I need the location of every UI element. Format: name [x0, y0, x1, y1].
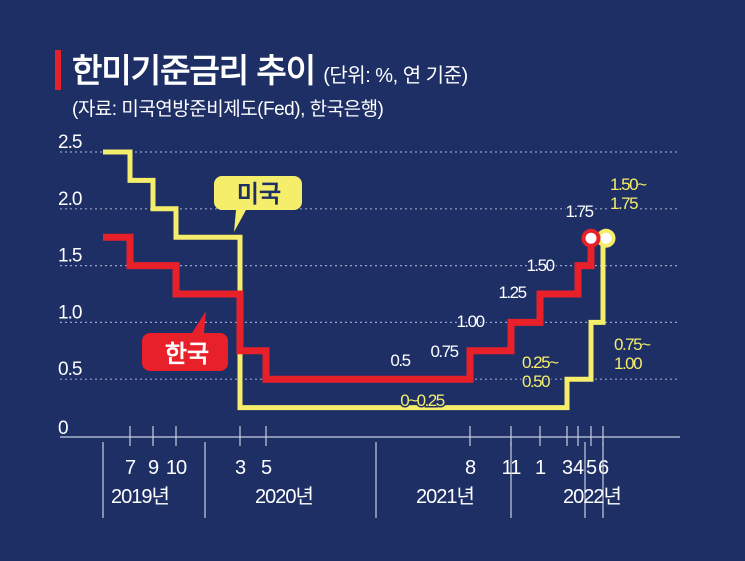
- y-tick-label: 2.0: [58, 189, 82, 210]
- chart-title: 한미기준금리 추이 (단위: %, 연 기준): [72, 44, 468, 92]
- x-tick-label: 4: [573, 457, 584, 479]
- usa-value-label: 0.25~0.50: [521, 352, 563, 393]
- legend-usa-callout: 미국: [214, 176, 302, 232]
- x-tick-label: 11: [502, 457, 522, 479]
- korea-end-marker: [581, 228, 601, 248]
- korea-value-label: 1.50: [526, 256, 554, 275]
- legend-korea-box: [142, 311, 228, 371]
- usa-end-marker: [596, 228, 616, 248]
- chart-unit: (단위: %, 연 기준): [323, 65, 468, 87]
- korea-value-label: 1.25: [498, 283, 526, 302]
- x-tick-label: 3: [562, 457, 573, 479]
- usa-value-label-line: 1.50~: [610, 175, 647, 194]
- x-tick-label: 7: [125, 457, 136, 479]
- y-tick-label: 2.5: [58, 132, 82, 153]
- x-tick-label: 5: [586, 457, 597, 479]
- year-label: 2021년: [416, 485, 474, 508]
- korea-value-label: 1.00: [456, 312, 484, 331]
- y-tick-label: 0.5: [58, 359, 82, 380]
- x-tick-label: 1: [535, 457, 546, 479]
- year-label: 2019년: [111, 485, 169, 508]
- y-tick-label: 1.5: [58, 246, 82, 267]
- usa-value-label-line: 1.00: [614, 354, 642, 373]
- x-tick-label: 8: [465, 457, 476, 479]
- x-tick-label: 10: [166, 457, 187, 479]
- year-label: 2020년: [255, 485, 313, 508]
- legend-usa-label: 미국: [237, 181, 281, 208]
- usa-value-label-line: 0.25~: [522, 353, 559, 372]
- x-tick-label: 5: [261, 457, 272, 479]
- chart-title-text: 한미기준금리 추이: [72, 52, 316, 89]
- x-tick-label: 3: [235, 457, 246, 479]
- y-tick-label: 1.0: [58, 302, 82, 323]
- usa-value-label: 0.75~1.00: [613, 334, 655, 375]
- korea-value-label: 0.75: [430, 342, 458, 361]
- chart-source: (자료: 미국연방준비제도(Fed), 한국은행): [72, 99, 384, 120]
- year-label: 2022년: [563, 485, 621, 508]
- series-line-usa: [103, 149, 606, 411]
- usa-value-label: 1.50~1.75: [609, 174, 651, 215]
- usa-value-label: 0~0.25: [399, 390, 448, 412]
- series-line-korea: [103, 233, 595, 383]
- korea-value-label: 1.75: [565, 202, 593, 221]
- usa-value-label-line: 0.75~: [614, 335, 651, 354]
- usa-value-label-line: 0.50: [522, 372, 550, 391]
- usa-value-label-line: 1.75: [610, 194, 638, 213]
- x-tick-label: 6: [598, 457, 609, 479]
- usa-value-label-line: 0~0.25: [400, 391, 445, 410]
- legend-usa-box: [214, 176, 302, 232]
- korea-value-label: 0.5: [390, 351, 410, 370]
- legend-korea-label: 한국: [165, 341, 209, 368]
- title-accent-bar: [55, 50, 61, 90]
- y-tick-label: 0: [58, 418, 68, 439]
- x-tick-label: 9: [148, 457, 159, 479]
- legend-korea-callout: 한국: [142, 311, 228, 371]
